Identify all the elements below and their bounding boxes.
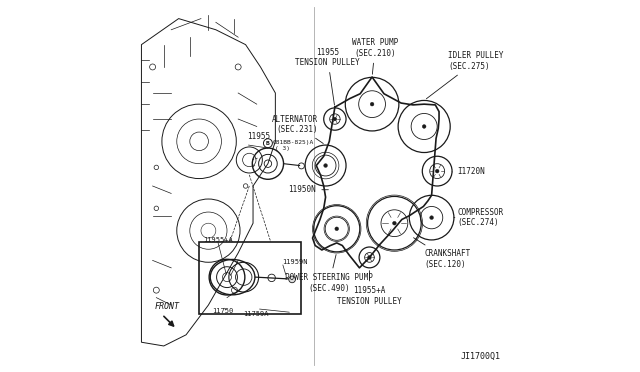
Circle shape	[232, 287, 237, 293]
Text: 11959N: 11959N	[282, 259, 308, 265]
Circle shape	[154, 165, 159, 170]
Text: 11750: 11750	[212, 308, 234, 314]
Text: 11955: 11955	[248, 132, 271, 141]
Circle shape	[243, 184, 248, 188]
Text: 11955
TENSION PULLEY: 11955 TENSION PULLEY	[295, 48, 360, 105]
Circle shape	[435, 169, 439, 173]
Circle shape	[422, 125, 426, 128]
Text: FRONT: FRONT	[154, 302, 179, 311]
Circle shape	[392, 221, 396, 225]
Text: B: B	[266, 141, 270, 146]
Text: 11955+A: 11955+A	[203, 237, 232, 243]
Circle shape	[150, 64, 156, 70]
Circle shape	[333, 117, 337, 121]
Circle shape	[324, 164, 328, 167]
Text: 11759A: 11759A	[243, 311, 269, 317]
Text: IDLER PULLEY
(SEC.275): IDLER PULLEY (SEC.275)	[426, 51, 504, 99]
Circle shape	[235, 64, 241, 70]
Circle shape	[367, 256, 371, 259]
Text: COMPRESSOR
(SEC.274): COMPRESSOR (SEC.274)	[454, 208, 504, 227]
Text: JI1700Q1: JI1700Q1	[460, 352, 500, 361]
Circle shape	[154, 206, 159, 211]
Circle shape	[429, 216, 433, 219]
Text: I1720N: I1720N	[452, 167, 485, 176]
Text: WATER PUMP
(SEC.210): WATER PUMP (SEC.210)	[352, 38, 398, 74]
Circle shape	[335, 227, 339, 231]
Text: 11950N: 11950N	[289, 185, 328, 194]
Circle shape	[370, 102, 374, 106]
Circle shape	[154, 287, 159, 293]
Text: POWER STEERING PUMP
(SEC.490): POWER STEERING PUMP (SEC.490)	[285, 254, 373, 293]
Text: 081BB-825)A: 081BB-825)A	[273, 140, 314, 145]
Text: ALTERNATOR
(SEC.231): ALTERNATOR (SEC.231)	[272, 115, 323, 144]
Bar	[199, 242, 301, 314]
Text: ( 3): ( 3)	[275, 146, 291, 151]
Text: CRANKSHAFT
(SEC.120): CRANKSHAFT (SEC.120)	[413, 238, 470, 269]
Text: 11955+A
TENSION PULLEY: 11955+A TENSION PULLEY	[337, 270, 402, 306]
Circle shape	[289, 276, 296, 283]
